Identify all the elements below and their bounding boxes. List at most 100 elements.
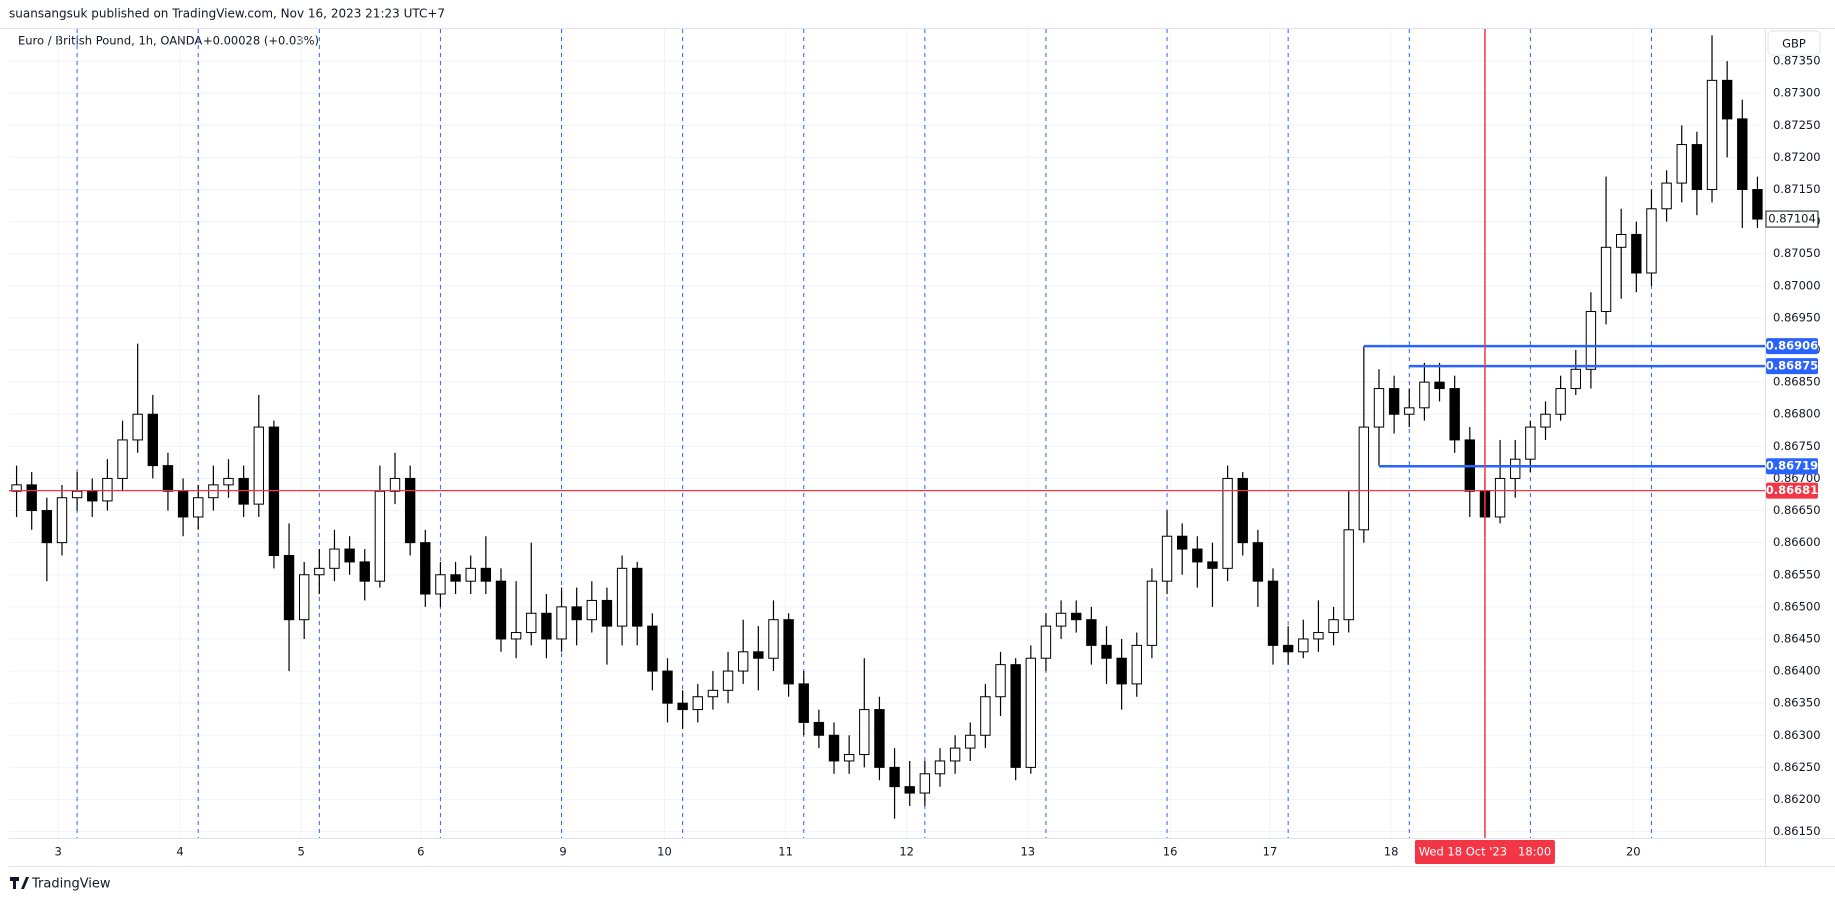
candle-body: [102, 477, 113, 502]
candle-body: [495, 580, 507, 640]
overlay-layer: 0.86150 0.86200 0.86250 0.86300 0.86350 0.864…: [9, 29, 1821, 864]
candle-body: [783, 619, 794, 685]
candle-body: [41, 510, 53, 544]
y-tick-label: 0.86850: [1773, 375, 1821, 389]
candle-body: [26, 484, 37, 512]
y-tick-label: 0.86950: [1773, 310, 1821, 324]
candle-body: [768, 619, 779, 659]
candle-body: [632, 567, 643, 627]
plot-layer: [11, 35, 1763, 819]
candle-body: [1661, 182, 1672, 210]
price-label-box: [1766, 338, 1818, 355]
candle-body: [1615, 233, 1627, 248]
candle-body: [934, 760, 946, 775]
candle-body: [601, 599, 613, 627]
y-tick-label: 0.86150: [1773, 824, 1821, 838]
candle-body: [1237, 477, 1248, 544]
crosshair-label-box: [1414, 840, 1555, 864]
brand: TradingView: [10, 877, 111, 892]
candle-body: [1146, 580, 1158, 646]
x-tick-label: 3: [55, 845, 62, 859]
candle-body: [965, 734, 976, 749]
x-tick-label: 10: [657, 845, 672, 859]
y-tick-label: 0.87200: [1773, 150, 1821, 164]
candle-body: [1585, 311, 1597, 370]
y-tick-label: 0.87250: [1773, 118, 1821, 132]
candle-body: [1540, 413, 1551, 428]
candle-body: [1373, 388, 1385, 428]
symbol-change: +0.00028 (+0.03%): [203, 34, 319, 48]
candle-body: [314, 567, 325, 576]
candle-body: [420, 542, 431, 595]
candle-body: [1328, 619, 1339, 634]
price-label: 0.86681: [1766, 483, 1818, 497]
candle-body: [798, 683, 809, 723]
candle-body: [616, 567, 628, 627]
candle-body: [1055, 612, 1067, 627]
candle-body: [465, 567, 476, 582]
candle-body: [980, 696, 991, 736]
candle-body: [1631, 233, 1642, 274]
candle-body: [919, 773, 931, 794]
candle-body: [556, 606, 567, 640]
candle-body: [662, 670, 673, 704]
candle-body: [223, 477, 234, 486]
candle-body: [1600, 246, 1612, 313]
x-tick-label: 20: [1626, 845, 1641, 859]
grid-layer: [9, 29, 1765, 838]
candle-body: [1570, 368, 1581, 390]
candle-body: [753, 651, 764, 659]
candle-body: [1358, 426, 1370, 531]
x-tick-label: 5: [297, 845, 304, 859]
x-tick-label: 13: [1020, 845, 1035, 859]
candle-body: [1494, 477, 1506, 518]
candle-body: [571, 606, 582, 621]
candle-body: [450, 574, 461, 582]
candle-body: [1706, 79, 1718, 191]
candle-body: [71, 490, 83, 499]
y-tick-label: 0.86550: [1773, 567, 1821, 581]
candle-body: [859, 709, 870, 756]
candle-body: [722, 670, 734, 691]
y-tick-label: 0.86350: [1773, 696, 1821, 710]
candle-body: [1116, 657, 1127, 685]
candle-body: [87, 490, 98, 502]
candle-body: [193, 497, 204, 518]
candle-body: [1252, 542, 1264, 582]
candle-body: [117, 439, 128, 479]
x-tick-label: 17: [1263, 845, 1278, 859]
y-tick-label: 0.86800: [1773, 407, 1821, 421]
x-tick-label: 18: [1384, 845, 1399, 859]
candle-body: [904, 786, 915, 794]
candle-body: [707, 689, 719, 698]
candle-body: [435, 574, 446, 595]
candle-body: [889, 766, 900, 788]
currency-button[interactable]: [1767, 30, 1821, 56]
price-label: 0.86875: [1766, 359, 1818, 373]
candle-body: [510, 632, 522, 640]
y-tick-label: 0.86200: [1773, 792, 1821, 806]
candle-body: [1101, 644, 1112, 659]
candle-body: [283, 554, 295, 621]
candle-body: [1086, 619, 1097, 646]
x-tick-label: 9: [559, 845, 566, 859]
candle-body: [1388, 388, 1400, 415]
candle-body: [1267, 580, 1279, 646]
candle-body: [1721, 79, 1733, 120]
last-price-box: [1765, 210, 1819, 228]
candle-body: [813, 721, 825, 736]
currency-label[interactable]: GBP: [1782, 37, 1806, 51]
candle-body: [1025, 657, 1037, 768]
candle-body: [1192, 548, 1203, 563]
price-label: 0.86719: [1766, 459, 1818, 473]
y-tick-label: 0.86500: [1773, 599, 1821, 613]
candle-body: [1161, 535, 1173, 582]
candle-body: [1131, 644, 1142, 685]
candle-body: [329, 548, 340, 569]
candle-body: [949, 747, 961, 762]
candle-body: [1525, 426, 1536, 460]
y-tick-label: 0.87350: [1773, 54, 1821, 68]
y-tick-label: 0.86650: [1773, 503, 1821, 517]
candle-body: [1010, 664, 1021, 768]
y-tick-label: 0.86400: [1773, 664, 1821, 678]
